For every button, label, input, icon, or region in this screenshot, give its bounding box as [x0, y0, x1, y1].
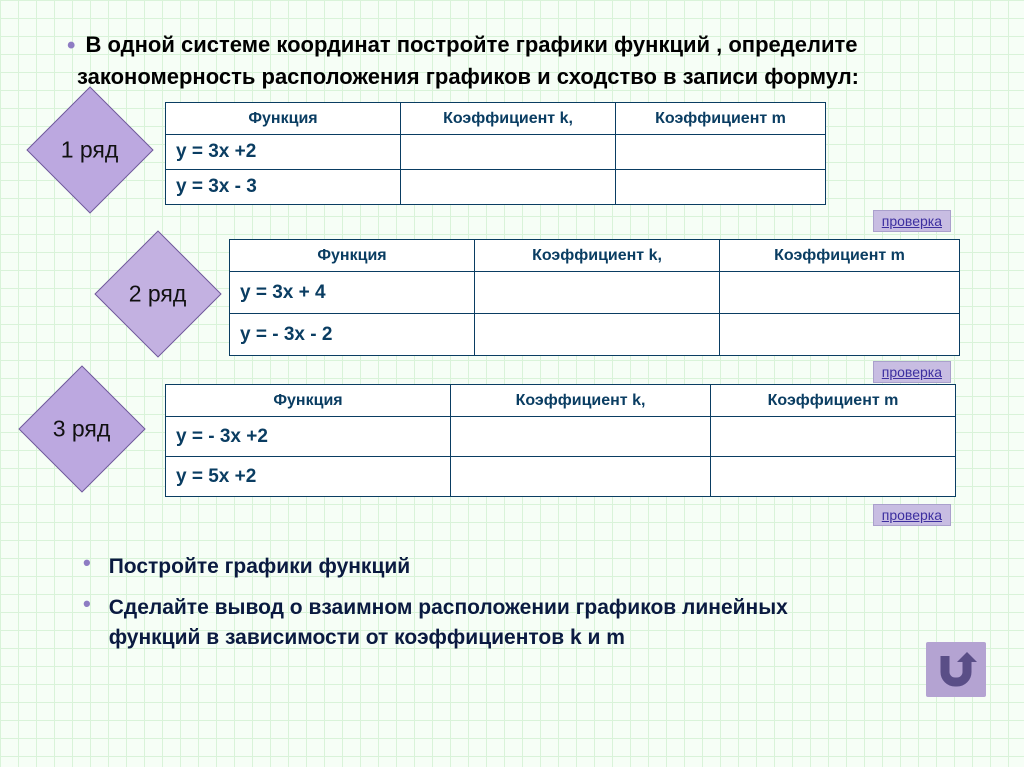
formula-cell: y = 5x +2	[166, 457, 451, 497]
check-button-2[interactable]: проверка	[873, 361, 951, 383]
row-1-block: 1 ряд Функция Коэффициент k, Коэффициент…	[65, 102, 959, 205]
diamond-row-3: 3 ряд	[18, 365, 145, 492]
diamond-row-2-label: 2 ряд	[129, 281, 187, 308]
table-row: y = 3x +2	[166, 135, 826, 170]
u-turn-icon	[933, 650, 979, 690]
back-button[interactable]	[926, 642, 986, 697]
formula-cell: y = 3x +2	[166, 135, 401, 170]
list-item: • Сделайте вывод о взаимном расположении…	[83, 593, 959, 652]
th-m: Коэффициент m	[711, 385, 956, 417]
th-m: Коэффициент m	[720, 240, 960, 272]
table-header-row: Функция Коэффициент k, Коэффициент m	[230, 240, 960, 272]
diamond-row-1-label: 1 ряд	[61, 137, 119, 164]
th-m: Коэффициент m	[616, 103, 826, 135]
th-func: Функция	[230, 240, 475, 272]
formula-cell: y = - 3x - 2	[230, 314, 475, 356]
bullet-icon: •	[83, 593, 91, 615]
table-row: y = 3x + 4	[230, 272, 960, 314]
table-row: y = 5x +2	[166, 457, 956, 497]
footer-item-2: Сделайте вывод о взаимном расположении г…	[109, 593, 829, 652]
footer-item-1: Постройте графики функций	[109, 552, 410, 581]
headline: • В одной системе координат постройте гр…	[65, 30, 959, 92]
th-k: Коэффициент k,	[451, 385, 711, 417]
table-row: y = - 3x +2	[166, 417, 956, 457]
footer-list: • Постройте графики функций • Сделайте в…	[65, 552, 959, 652]
row-2-block: 2 ряд Функция Коэффициент k, Коэффициент…	[65, 239, 959, 356]
bullet-icon: •	[67, 32, 75, 59]
th-k: Коэффициент k,	[401, 103, 616, 135]
table-row: y = - 3x - 2	[230, 314, 960, 356]
th-func: Функция	[166, 385, 451, 417]
table-row: y = 3x - 3	[166, 170, 826, 205]
formula-cell: y = - 3x +2	[166, 417, 451, 457]
table-header-row: Функция Коэффициент k, Коэффициент m	[166, 103, 826, 135]
list-item: • Постройте графики функций	[83, 552, 959, 581]
th-func: Функция	[166, 103, 401, 135]
formula-cell: y = 3x - 3	[166, 170, 401, 205]
table-row-1: Функция Коэффициент k, Коэффициент m y =…	[165, 102, 826, 205]
check-button-1[interactable]: проверка	[873, 210, 951, 232]
diamond-row-2: 2 ряд	[94, 230, 221, 357]
check-button-3[interactable]: проверка	[873, 504, 951, 526]
row-3-block: 3 ряд Функция Коэффициент k, Коэффициент…	[65, 384, 959, 497]
table-row-2: Функция Коэффициент k, Коэффициент m y =…	[229, 239, 960, 356]
th-k: Коэффициент k,	[475, 240, 720, 272]
diamond-row-3-label: 3 ряд	[53, 416, 111, 443]
bullet-icon: •	[83, 552, 91, 574]
headline-text: В одной системе координат постройте граф…	[77, 32, 859, 89]
diamond-row-1: 1 ряд	[26, 86, 153, 213]
table-row-3: Функция Коэффициент k, Коэффициент m y =…	[165, 384, 956, 497]
formula-cell: y = 3x + 4	[230, 272, 475, 314]
table-header-row: Функция Коэффициент k, Коэффициент m	[166, 385, 956, 417]
